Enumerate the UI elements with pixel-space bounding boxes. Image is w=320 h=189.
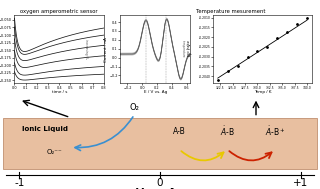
Text: $\dot{A}$-B: $\dot{A}$-B (220, 125, 235, 138)
Text: oxygen amperometric sensor: oxygen amperometric sensor (20, 9, 98, 13)
Text: increasing O₂: increasing O₂ (84, 39, 88, 59)
FancyBboxPatch shape (3, 118, 317, 169)
Text: -1: -1 (14, 178, 24, 188)
Text: $\dot{A}$-B$^+$: $\dot{A}$-B$^+$ (265, 125, 285, 138)
X-axis label: Temp / K: Temp / K (254, 90, 271, 94)
Text: O₂: O₂ (130, 103, 139, 112)
Text: O₂⁻⁻: O₂⁻⁻ (46, 149, 62, 155)
X-axis label: E / V vs. Ag: E / V vs. Ag (144, 90, 167, 94)
Y-axis label: E$_p^{ox}$ / V: E$_p^{ox}$ / V (187, 42, 197, 57)
Text: +1: +1 (293, 178, 308, 188)
Text: Ionic Liquid: Ionic Liquid (22, 126, 68, 132)
Text: Temperature mesurement: Temperature mesurement (196, 9, 265, 13)
Y-axis label: Current / nA: Current / nA (104, 37, 108, 62)
Text: V vs. Ag: V vs. Ag (136, 188, 184, 189)
Text: 0: 0 (157, 178, 163, 188)
X-axis label: time / s: time / s (52, 90, 67, 94)
Text: varying
temperature: varying temperature (180, 40, 189, 58)
Text: A-B: A-B (173, 127, 186, 136)
